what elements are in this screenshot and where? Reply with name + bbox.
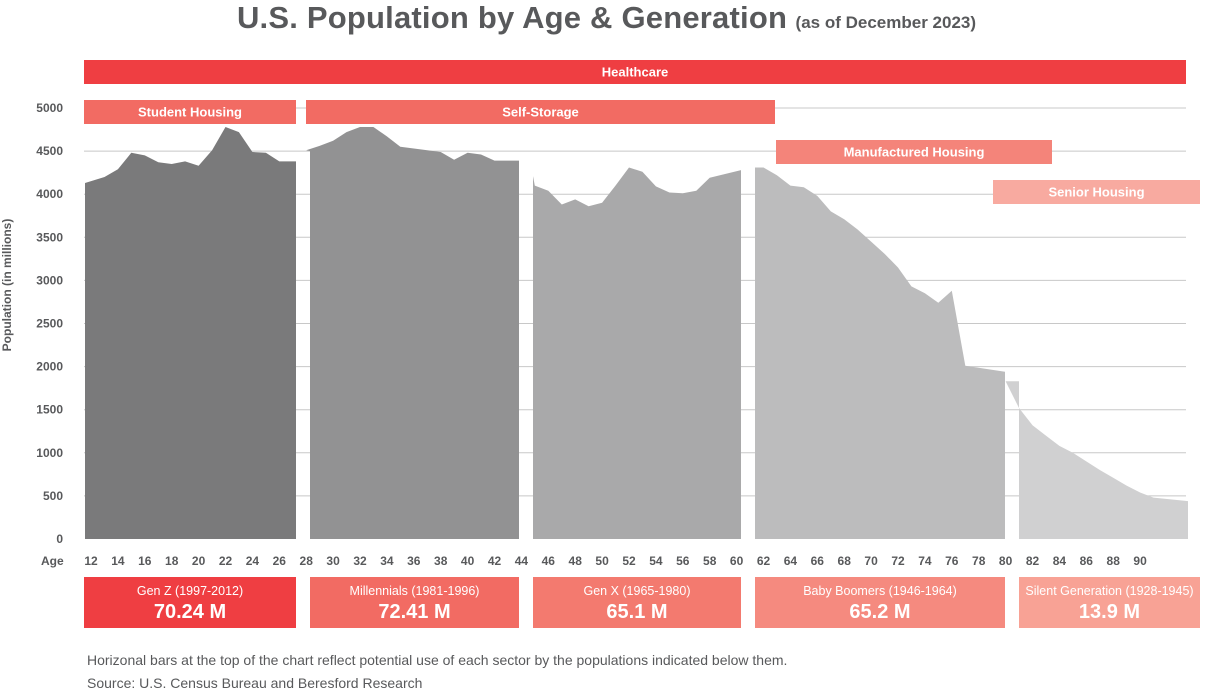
generation-box: [310, 577, 519, 628]
title-main: U.S. Population by Age & Generation: [236, 0, 788, 35]
generation-box: [533, 577, 741, 628]
x-tick-label: 30: [326, 554, 340, 568]
generation-box: [84, 577, 296, 628]
generation-total: 65.1 M: [606, 601, 667, 623]
x-tick-label: 66: [811, 554, 825, 568]
x-tick-label: 76: [945, 554, 959, 568]
generation-box: [1019, 577, 1200, 628]
title-subtitle: (as of December 2023): [795, 13, 977, 32]
generation-name: Millennials (1981-1996): [350, 584, 480, 598]
x-tick-label: 26: [273, 554, 287, 568]
sector-label: Manufactured Housing: [844, 145, 985, 160]
x-tick-label: 18: [165, 554, 179, 568]
area-series-4: [750, 167, 1005, 539]
x-tick-label: 56: [676, 554, 690, 568]
sector-bar: [84, 60, 1186, 84]
source-note: Source: U.S. Census Bureau and Beresford…: [87, 675, 423, 691]
x-tick-label: 22: [219, 554, 233, 568]
x-tick-label: 50: [595, 554, 609, 568]
y-tick-label: 500: [43, 489, 63, 503]
y-tick-label: 2500: [36, 317, 63, 331]
y-tick-label: 1000: [36, 446, 63, 460]
x-tick-label: 64: [784, 554, 798, 568]
y-tick-label: 5000: [36, 101, 63, 115]
area-series-5: [1005, 381, 1188, 539]
generation-total: 72.41 M: [378, 601, 450, 623]
area-series-1: [85, 127, 296, 539]
x-tick-label: 46: [542, 554, 556, 568]
generation-total: 70.24 M: [154, 601, 226, 623]
footnote: Horizonal bars at the top of the chart r…: [87, 652, 788, 668]
x-tick-label: 86: [1080, 554, 1094, 568]
generation-name: Baby Boomers (1946-1964): [803, 584, 957, 598]
x-tick-label: 78: [972, 554, 986, 568]
sector-bars: Healthcare Student Housing Self-Storage Man…: [84, 60, 1200, 204]
generation-boxes: Gen Z (1997-2012) 70.24 M Millennials (198…: [84, 577, 1200, 628]
x-tick-label: 58: [703, 554, 717, 568]
x-tick-label: 60: [730, 554, 744, 568]
x-tick-label: 88: [1107, 554, 1121, 568]
x-tick-label: 68: [838, 554, 852, 568]
x-tick-label: 44: [515, 554, 529, 568]
x-tick-label: 48: [569, 554, 583, 568]
x-tick-label: 70: [864, 554, 878, 568]
generation-box: [755, 577, 1005, 628]
sector-bar: [306, 100, 775, 124]
area-series-2: [306, 127, 519, 539]
x-tick-label: 80: [999, 554, 1013, 568]
generation-total: 13.9 M: [1079, 601, 1140, 623]
sector-label: Healthcare: [602, 65, 668, 80]
x-tick-label: 62: [757, 554, 771, 568]
y-tick-label: 3000: [36, 273, 63, 287]
sector-label: Self-Storage: [502, 105, 579, 120]
y-tick-label: 1500: [36, 403, 63, 417]
x-tick-label: 84: [1053, 554, 1067, 568]
x-tick-label: 24: [246, 554, 260, 568]
chart-title: U.S. Population by Age & Generation (as …: [0, 0, 1213, 36]
sector-label: Senior Housing: [1048, 185, 1144, 200]
x-tick-label: 28: [300, 554, 314, 568]
y-tick-label: 0: [56, 532, 63, 546]
x-tick-label: 82: [1026, 554, 1040, 568]
sector-bar: [776, 140, 1052, 164]
sector-label: Student Housing: [138, 105, 242, 120]
x-tick-label: 42: [488, 554, 502, 568]
x-tick-label: 16: [138, 554, 152, 568]
x-tick-label: 34: [380, 554, 394, 568]
x-tick-label: 14: [111, 554, 125, 568]
x-axis-label: Age: [41, 554, 64, 568]
generation-areas: [85, 127, 1188, 539]
sector-bar: [993, 180, 1200, 204]
x-tick-label: 90: [1133, 554, 1147, 568]
generation-total: 65.2 M: [849, 601, 910, 623]
y-tick-label: 2000: [36, 360, 63, 374]
x-tick-label: 40: [461, 554, 475, 568]
x-tick-label: 12: [84, 554, 98, 568]
x-tick-label: 74: [918, 554, 932, 568]
sector-bar: [84, 100, 296, 124]
area-series-3: [533, 167, 741, 539]
x-tick-label: 72: [891, 554, 905, 568]
generation-name: Gen X (1965-1980): [583, 584, 690, 598]
x-tick-label: 38: [434, 554, 448, 568]
x-tick-label: 32: [353, 554, 367, 568]
axes: 0 500 1000 1500 2000 2500 3000 3500 4000 4500 5000…: [0, 101, 1147, 568]
y-tick-label: 4500: [36, 144, 63, 158]
generation-name: Gen Z (1997-2012): [137, 584, 243, 598]
generation-name: Silent Generation (1928-1945): [1025, 584, 1193, 598]
y-axis-label: Population (in millions): [0, 219, 14, 352]
x-tick-label: 54: [649, 554, 663, 568]
y-tick-label: 4000: [36, 187, 63, 201]
x-tick-label: 20: [192, 554, 206, 568]
x-tick-label: 36: [407, 554, 421, 568]
y-tick-label: 3500: [36, 230, 63, 244]
x-tick-label: 52: [622, 554, 636, 568]
